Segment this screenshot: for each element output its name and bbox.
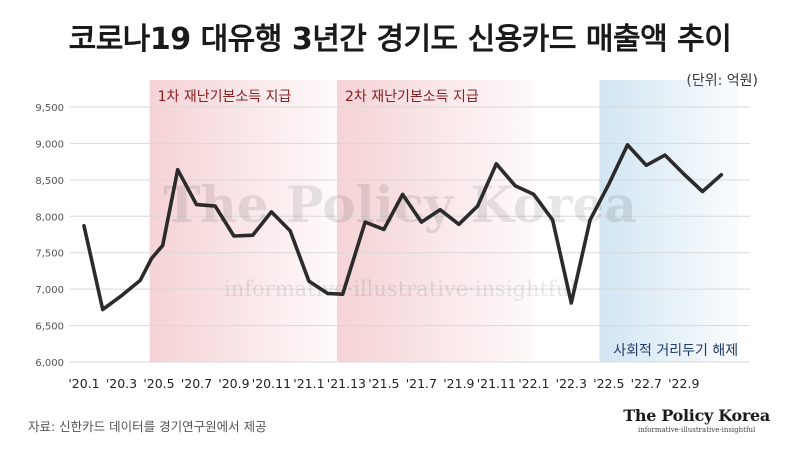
y-axis-ticks: 6,000 6,500 7,000 7,500 8,000 8,500 9,000 9,500	[35, 103, 64, 369]
watermark: The Policy Korea informative·illustrativ…	[163, 175, 637, 301]
y-tick-label: 9,500	[35, 103, 64, 114]
watermark-tagline: informative·illustrative·insightful	[224, 277, 576, 301]
region-label-3: 사회적 거리두기 해제	[613, 343, 738, 359]
data-point	[570, 302, 573, 304]
data-point	[150, 257, 153, 260]
x-tick-label: '22.9	[668, 376, 699, 391]
data-point	[401, 193, 404, 196]
data-point	[626, 144, 629, 146]
y-tick-label: 8,500	[35, 176, 64, 187]
data-point	[701, 190, 704, 193]
data-point	[458, 223, 460, 226]
shaded-regions	[149, 80, 739, 362]
data-point	[608, 183, 610, 186]
data-point	[420, 221, 423, 223]
source-note: 자료: 신한카드 데이터를 경기연구원에서 제공	[28, 419, 267, 434]
data-point	[589, 219, 591, 221]
brand-logo: The Policy Korea informative·illustrativ…	[623, 406, 770, 434]
x-tick-label: '20.1	[68, 376, 99, 391]
data-point	[383, 228, 385, 231]
x-tick-label: '21.7	[406, 376, 437, 391]
data-point	[120, 294, 123, 297]
data-point	[214, 205, 216, 207]
series-line-1	[82, 143, 724, 312]
data-point	[308, 280, 310, 282]
y-tick-label: 6,000	[35, 358, 64, 369]
x-tick-label: '21.13	[327, 376, 366, 391]
brand-tagline: informative·illustrative·insightful	[637, 426, 756, 434]
chart-title: 코로나19 대유행 3년간 경기도 신용카드 매출액 추이	[68, 22, 732, 57]
y-tick-label: 7,500	[35, 249, 64, 260]
shaded-region-3	[599, 80, 739, 362]
x-tick-label: '22.3	[556, 376, 587, 391]
x-tick-label: '20.5	[143, 376, 174, 391]
data-point	[101, 308, 104, 311]
series-lines	[82, 143, 724, 312]
data-point	[326, 292, 329, 295]
data-point	[364, 221, 366, 223]
y-tick-label: 8,000	[35, 212, 64, 223]
y-tick-label: 7,000	[35, 285, 64, 296]
data-point	[476, 205, 479, 207]
x-tick-label: '20.9	[218, 376, 249, 391]
x-tick-label: '20.7	[181, 376, 212, 391]
data-point	[514, 184, 516, 187]
data-point	[533, 193, 535, 196]
watermark-name: The Policy Korea	[163, 175, 637, 234]
x-tick-label: '22.5	[593, 376, 624, 391]
x-tick-label: '22.1	[518, 376, 549, 391]
data-point	[195, 203, 198, 206]
data-point	[139, 279, 142, 282]
data-point	[551, 219, 554, 221]
data-point	[341, 293, 344, 296]
y-tick-label: 9,000	[35, 139, 64, 150]
x-tick-label: '21.11	[477, 376, 516, 391]
data-point	[270, 211, 273, 213]
data-point	[83, 224, 85, 227]
shaded-region-2	[337, 80, 534, 362]
data-point	[664, 154, 666, 156]
data-point	[161, 244, 164, 247]
x-tick-label: '21.5	[368, 376, 399, 391]
data-point	[176, 168, 179, 171]
data-point	[495, 163, 498, 165]
x-tick-label: '21.9	[443, 376, 474, 391]
region-label-1: 1차 재난기본소득 지급	[158, 89, 292, 105]
y-tick-label: 6,500	[35, 322, 64, 333]
region-label-2: 2차 재난기본소득 지급	[345, 89, 479, 105]
x-tick-label: '21.1	[293, 376, 324, 391]
x-tick-label: '20.3	[106, 376, 137, 391]
data-point	[439, 208, 441, 211]
x-tick-label: '22.7	[631, 376, 662, 391]
x-tick-label: '20.11	[252, 376, 291, 391]
data-point	[233, 235, 235, 237]
gridlines	[70, 106, 750, 363]
data-point	[645, 164, 648, 167]
data-point	[289, 230, 291, 232]
data-point	[251, 234, 254, 237]
brand-name: The Policy Korea	[623, 406, 770, 425]
x-axis-ticks: '20.1'20.3'20.5'20.7'20.9'20.11'21.1'21.…	[68, 376, 699, 391]
shaded-region-1	[149, 80, 338, 362]
data-point	[682, 173, 685, 175]
data-point	[720, 173, 723, 176]
